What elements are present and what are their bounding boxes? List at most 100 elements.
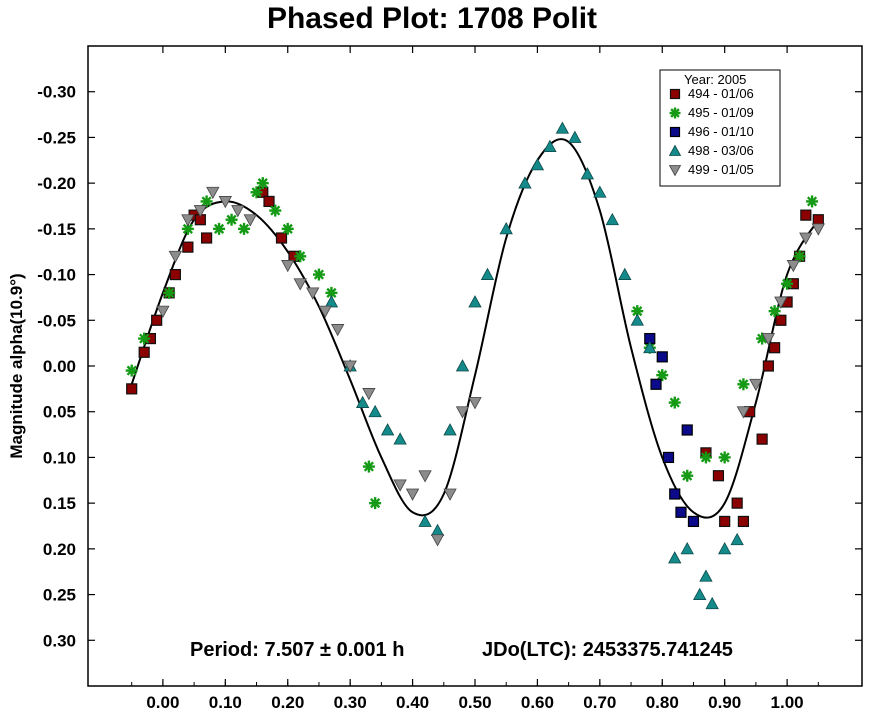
data-point-series-4 (555, 121, 570, 134)
data-point-series-5 (343, 360, 357, 373)
data-point-series-5 (393, 479, 407, 492)
legend-label-5: 499 - 01/05 (688, 162, 754, 177)
data-point-series-2 (362, 460, 375, 473)
legend: Year: 2005 494 - 01/06 495 - 01/09 496 - 0… (659, 69, 781, 187)
data-point-series-4 (730, 532, 744, 546)
data-point-series-4 (499, 222, 513, 235)
data-point-series-5 (306, 287, 320, 300)
data-points-layer (125, 121, 825, 610)
data-point-series-1 (275, 232, 288, 244)
data-point-series-4 (693, 587, 707, 600)
legend-label-4: 498 - 03/06 (688, 143, 754, 158)
data-point-series-2 (312, 268, 325, 281)
y-tick-label: -0.05 (37, 311, 76, 330)
data-point-series-3 (669, 488, 681, 500)
data-point-series-5 (331, 324, 345, 337)
data-point-series-4 (580, 167, 595, 180)
data-point-series-4 (699, 569, 713, 582)
data-point-series-5 (786, 260, 801, 273)
y-tick-label: -0.30 (37, 83, 76, 102)
data-point-series-2 (281, 222, 294, 235)
data-point-series-2 (138, 332, 151, 345)
data-point-series-5 (281, 260, 295, 273)
x-tick-label: 0.50 (458, 693, 491, 712)
data-point-series-5 (468, 397, 482, 410)
data-point-series-5 (318, 305, 332, 318)
data-point-series-4 (618, 267, 632, 280)
legend-label-1: 494 - 01/06 (688, 86, 754, 101)
data-point-series-2 (250, 186, 263, 199)
x-tick-label: 1.00 (771, 693, 804, 712)
data-point-series-5 (362, 388, 376, 401)
y-tick-label: -0.25 (37, 128, 76, 147)
x-tick-label: 0.40 (396, 693, 429, 712)
data-point-series-2 (668, 396, 681, 409)
legend-marker-3 (669, 126, 681, 138)
y-tick-label: 0.10 (43, 448, 76, 467)
data-point-series-4 (668, 551, 682, 564)
x-tick-label: 0.00 (146, 693, 179, 712)
data-point-series-4 (568, 130, 582, 143)
data-point-series-1 (200, 232, 213, 244)
y-tick-label: -0.20 (37, 174, 76, 193)
data-point-series-2 (125, 364, 138, 377)
data-point-series-2 (163, 286, 176, 299)
data-point-series-5 (168, 250, 183, 264)
x-tick-label: 0.20 (271, 693, 304, 712)
y-axis-label: Magnitude alpha(10.9°) (7, 273, 26, 458)
data-point-series-5 (156, 305, 170, 318)
chart-title: Phased Plot: 1708 Polit (267, 2, 597, 35)
data-point-series-5 (206, 186, 220, 200)
legend-title: Year: 2005 (684, 72, 746, 87)
data-point-series-1 (775, 314, 787, 326)
data-point-series-3 (687, 515, 700, 528)
data-point-series-4 (355, 395, 370, 408)
data-point-series-5 (774, 296, 788, 309)
data-point-series-4 (418, 514, 432, 527)
y-tick-label: 0.05 (43, 403, 76, 422)
data-point-series-3 (675, 506, 687, 518)
fit-curve (130, 138, 820, 519)
data-point-series-4 (393, 432, 407, 445)
y-tick-label: 0.25 (43, 586, 76, 605)
data-point-series-5 (443, 488, 457, 501)
data-point-series-4 (705, 596, 719, 610)
legend-marker-5 (668, 165, 682, 177)
data-point-series-4 (430, 523, 445, 536)
data-point-series-2 (699, 451, 712, 464)
y-tick-label: 0.15 (43, 494, 76, 513)
data-point-series-1 (756, 433, 768, 445)
data-point-series-1 (719, 515, 731, 528)
x-tick-label: 0.80 (646, 693, 679, 712)
data-point-series-1 (737, 515, 750, 528)
data-point-series-2 (213, 222, 226, 235)
data-point-series-4 (480, 267, 495, 280)
data-point-series-5 (418, 470, 432, 483)
data-point-series-5 (405, 488, 420, 501)
y-tick-label: -0.10 (37, 266, 76, 285)
data-point-series-2 (737, 378, 750, 391)
data-point-series-1 (169, 268, 181, 281)
data-point-series-2 (238, 222, 251, 235)
legend-marker-4 (668, 144, 682, 156)
data-point-series-1 (800, 209, 812, 221)
x-tick-label: 0.90 (708, 693, 741, 712)
data-point-series-1 (812, 214, 824, 226)
data-point-series-2 (718, 451, 731, 464)
data-point-series-4 (380, 423, 395, 436)
data-point-series-4 (455, 359, 470, 372)
data-point-series-4 (630, 313, 644, 326)
data-point-series-2 (681, 469, 694, 482)
x-tick-label: 0.10 (209, 693, 242, 712)
data-point-series-4 (443, 423, 457, 436)
data-point-series-2 (656, 369, 669, 382)
data-point-series-4 (468, 295, 482, 308)
data-point-series-4 (643, 340, 657, 354)
data-point-series-2 (768, 305, 781, 318)
x-tick-label: 0.60 (521, 693, 554, 712)
data-point-series-4 (518, 176, 532, 189)
fit-curve-layer (130, 138, 820, 519)
data-point-series-1 (762, 360, 774, 372)
y-tick-label: 0.00 (43, 357, 76, 376)
